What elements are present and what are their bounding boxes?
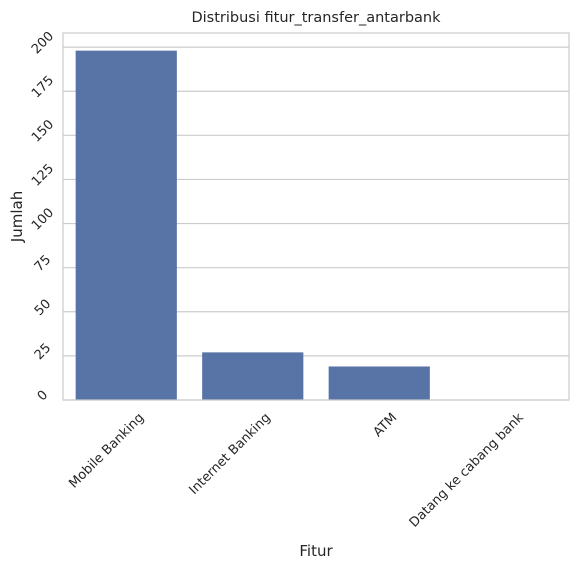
x-axis-label: Fitur (299, 542, 333, 560)
y-axis-label: Jumlah (8, 191, 26, 243)
bar (76, 51, 177, 400)
bar (202, 352, 303, 400)
bar (329, 366, 430, 400)
chart-title: Distribusi fitur_transfer_antarbank (191, 10, 441, 26)
